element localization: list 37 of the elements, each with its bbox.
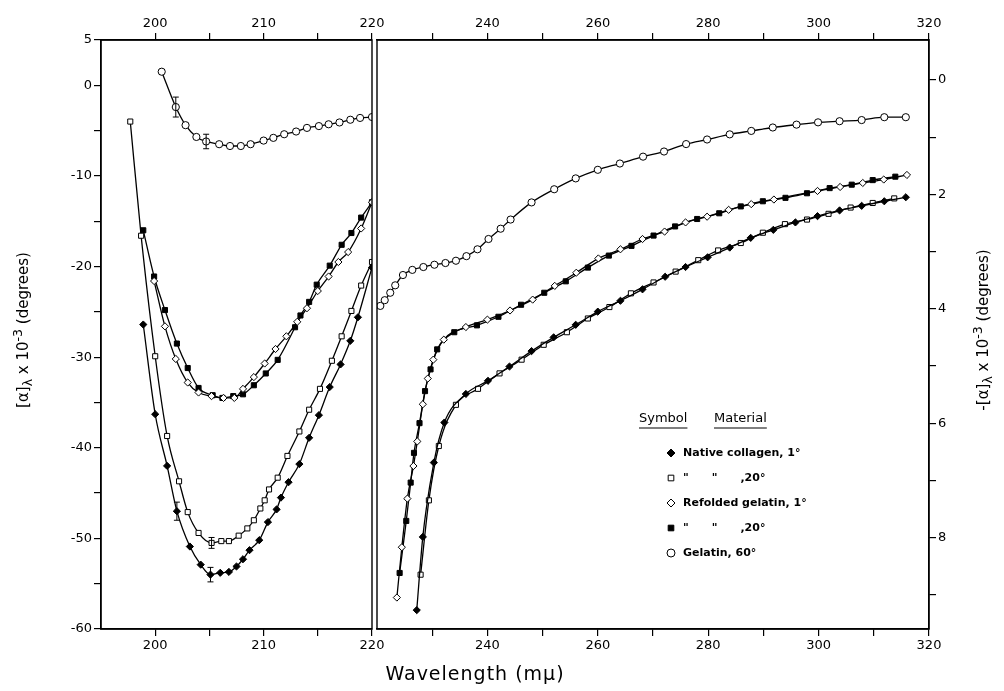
x-axis-title: Wavelength (mμ) <box>385 662 565 684</box>
annotation: Material <box>714 410 767 426</box>
x2-tick-label: 220 <box>359 14 385 30</box>
x-tick-label: 260 <box>585 637 611 653</box>
x2-tick-label: 260 <box>585 14 611 30</box>
x-tick-label: 320 <box>916 637 942 653</box>
y-tick-label: -20 <box>70 257 92 273</box>
x-tick-label: 280 <box>695 637 721 653</box>
y-tick-label: 5 <box>83 31 92 47</box>
x-tick-label: 200 <box>142 637 168 653</box>
x2-tick-label: 210 <box>251 14 277 30</box>
y2-tick-label: 6 <box>938 414 947 430</box>
x2-tick-label: 280 <box>695 14 721 30</box>
legend-label: " " ,20° <box>683 470 766 484</box>
y2-tick-label: 8 <box>938 528 947 544</box>
annotation: Symbol <box>639 410 688 426</box>
y-tick-label: -60 <box>70 620 92 636</box>
x2-tick-label: 240 <box>474 14 500 30</box>
legend-label: Gelatin, 60° <box>683 545 757 559</box>
legend-label: Refolded gelatin, 1° <box>683 495 807 509</box>
y-tick-label: 0 <box>83 76 92 92</box>
y2-tick-label: 0 <box>938 71 947 87</box>
x-tick-label: 300 <box>806 637 832 653</box>
x2-tick-label: 300 <box>806 14 832 30</box>
x2-tick-label: 200 <box>142 14 168 30</box>
x-tick-label: 220 <box>359 637 385 653</box>
legend-label: " " ,20° <box>683 520 766 534</box>
x2-tick-label: 320 <box>916 14 942 30</box>
legend-label: Native collagen, 1° <box>683 445 801 459</box>
x-tick-label: 210 <box>251 637 277 653</box>
y-tick-label: -40 <box>70 439 92 455</box>
y2-tick-label: 4 <box>938 300 947 316</box>
y-tick-label: -50 <box>70 529 92 545</box>
y-tick-label: -10 <box>70 167 92 183</box>
y2-tick-label: 2 <box>938 185 947 201</box>
y-tick-label: -30 <box>70 348 92 364</box>
x-tick-label: 240 <box>474 637 500 653</box>
